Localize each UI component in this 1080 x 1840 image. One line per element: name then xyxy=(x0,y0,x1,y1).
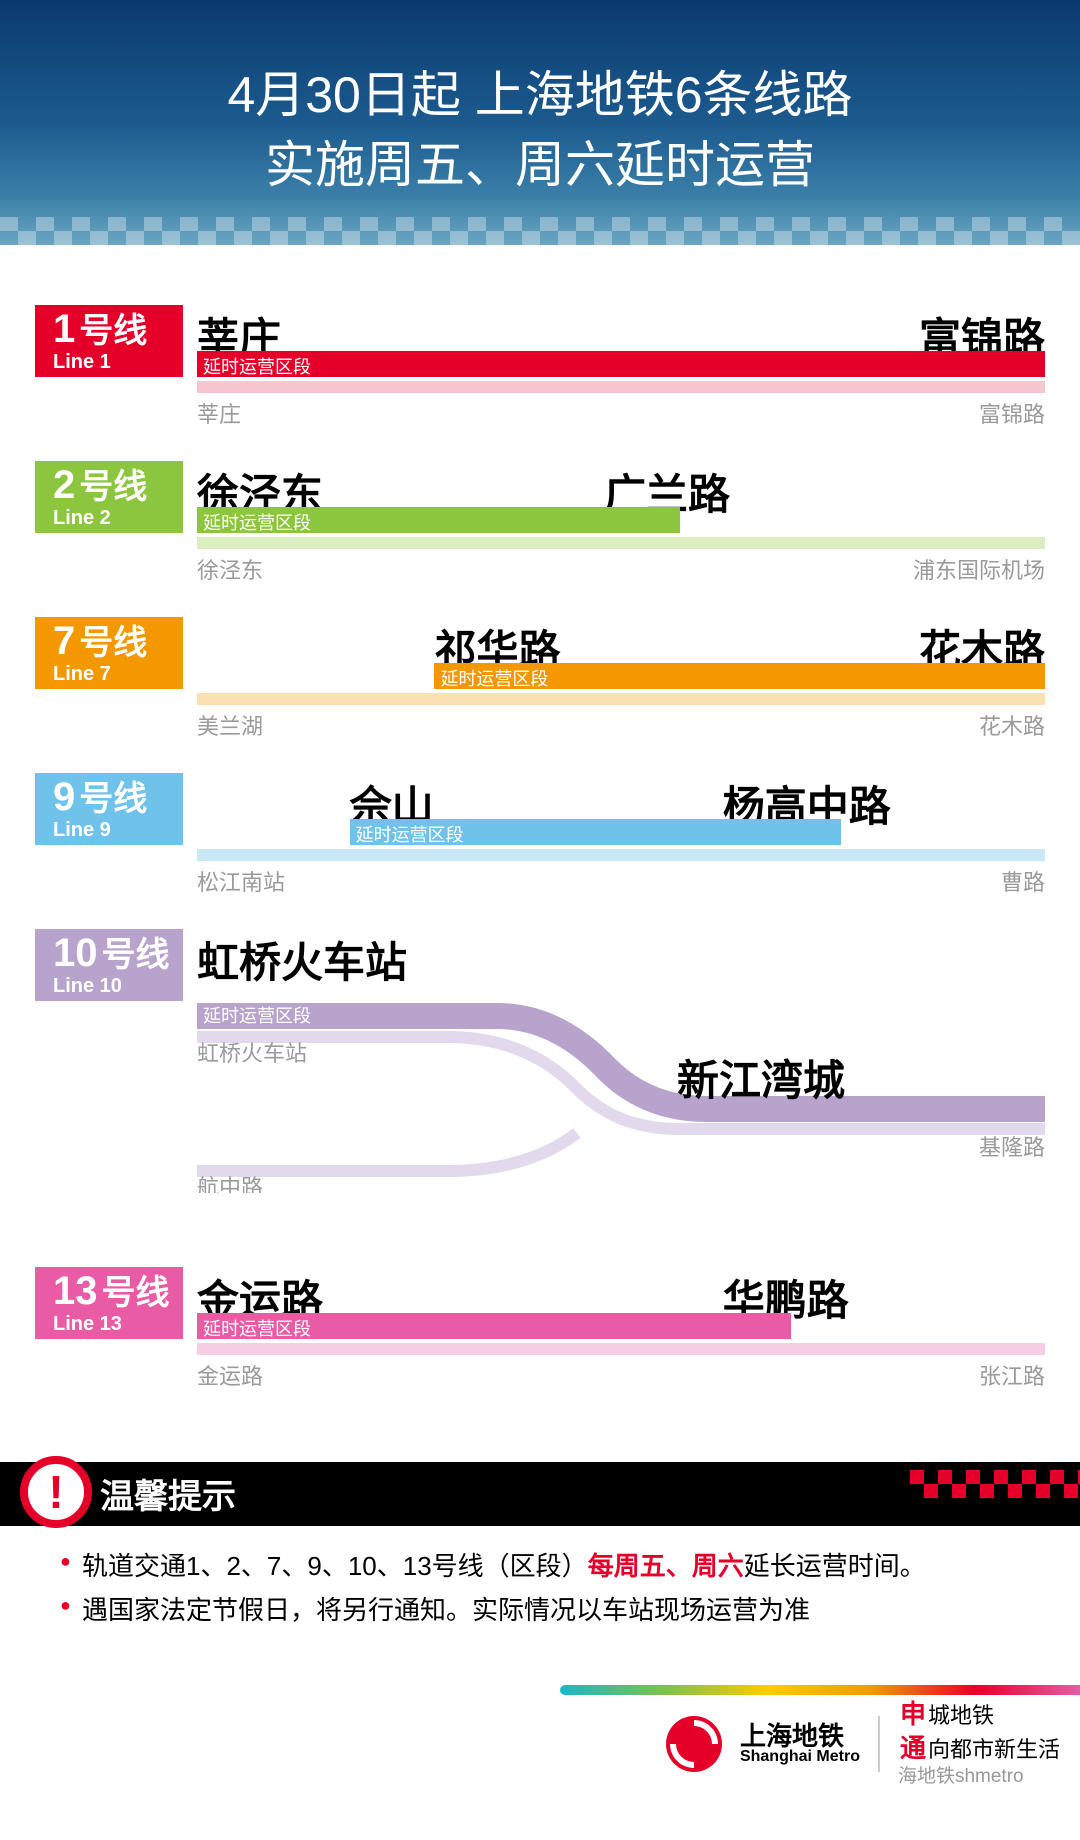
ext-label: 延时运营区段 xyxy=(440,665,548,691)
svg-text:延时运营区段: 延时运营区段 xyxy=(203,1006,311,1026)
line-7-full: 美兰湖 花木路 xyxy=(197,693,1045,711)
notice-item-2: 遇国家法定节假日，将另行通知。实际情况以车站现场运营为准 xyxy=(60,1588,1030,1632)
line-7-bar: 延时运营区段 xyxy=(197,663,1045,689)
svg-text:新江湾城: 新江湾城 xyxy=(677,1057,845,1104)
footer-divider xyxy=(878,1716,880,1772)
line-2-full: 徐泾东 浦东国际机场 xyxy=(197,537,1045,555)
header-banner: 4月30日起 上海地铁6条线路 实施周五、周六延时运营 xyxy=(0,0,1080,245)
notice-body: 轨道交通1、2、7、9、10、13号线（区段）每周五、周六延长运营时间。 遇国家… xyxy=(0,1526,1080,1650)
ext-label: 延时运营区段 xyxy=(203,353,311,379)
line-9-badge: 9号线 Line 9 xyxy=(35,773,183,845)
line-2-stations: 徐泾东 广兰路 xyxy=(197,461,1045,507)
footer-slogan: 申城地铁 通向都市新生活 海地铁shmetro xyxy=(898,1698,1060,1790)
line-9-bar: 延时运营区段 xyxy=(197,819,1045,845)
line-1-stations: 莘庄 富锦路 xyxy=(197,305,1045,351)
line-13-bar: 延时运营区段 xyxy=(197,1313,1045,1339)
line-2-bar: 延时运营区段 xyxy=(197,507,1045,533)
full-b: 花木路 xyxy=(979,709,1045,741)
line-9-block: 9号线 Line 9 佘山 杨高中路 延时运营区段 松江南站 曹路 xyxy=(35,773,1045,867)
line-7-badge: 7号线 Line 7 xyxy=(35,617,183,689)
ext-label: 延时运营区段 xyxy=(356,821,464,847)
line-1-block: 1号线 Line 1 莘庄 富锦路 延时运营区段 莘庄 富锦路 xyxy=(35,305,1045,399)
notice-item-1: 轨道交通1、2、7、9、10、13号线（区段）每周五、周六延长运营时间。 xyxy=(60,1544,1030,1588)
line-1-badge: 1号线 Line 1 xyxy=(35,305,183,377)
full-a: 松江南站 xyxy=(197,865,285,897)
checker-pattern xyxy=(0,217,1080,245)
notice-title: 温馨提示 xyxy=(100,1469,236,1518)
header-line2: 实施周五、周六延时运营 xyxy=(0,130,1080,200)
full-b: 曹路 xyxy=(1001,865,1045,897)
line-10-block: 10号线 Line 10 虹桥火车站 延时运营区段 虹桥火车站 新江湾城 基隆路… xyxy=(35,929,1045,1175)
full-a: 莘庄 xyxy=(197,397,241,429)
svg-text:航中路: 航中路 xyxy=(197,1175,263,1193)
line-10-diagram: 延时运营区段 虹桥火车站 新江湾城 基隆路 航中路 xyxy=(197,1003,1045,1193)
full-b: 张江路 xyxy=(979,1359,1045,1391)
line-7-stations: 祁华路 花木路 xyxy=(197,617,1045,663)
footer-stripe xyxy=(560,1685,1080,1695)
brand-text: 上海地铁 Shanghai Metro xyxy=(740,1723,860,1765)
alert-icon: ! xyxy=(20,1456,92,1528)
notice-section: ! 温馨提示 轨道交通1、2、7、9、10、13号线（区段）每周五、周六延长运营… xyxy=(0,1462,1080,1650)
svg-text:虹桥火车站: 虹桥火车站 xyxy=(197,1041,307,1066)
metro-logo-icon xyxy=(666,1716,722,1772)
line-1-bar: 延时运营区段 xyxy=(197,351,1045,377)
line-2-badge: 2号线 Line 2 xyxy=(35,461,183,533)
line-9-stations: 佘山 杨高中路 xyxy=(197,773,1045,819)
line-2-block: 2号线 Line 2 徐泾东 广兰路 延时运营区段 徐泾东 浦东国际机场 xyxy=(35,461,1045,555)
full-a: 美兰湖 xyxy=(197,709,263,741)
footer: 上海地铁 Shanghai Metro 申城地铁 通向都市新生活 海地铁shme… xyxy=(666,1698,1060,1790)
line-7-block: 7号线 Line 7 祁华路 花木路 延时运营区段 美兰湖 花木路 xyxy=(35,617,1045,711)
line-10-badge: 10号线 Line 10 xyxy=(35,929,183,1001)
full-a: 徐泾东 xyxy=(197,553,263,585)
svg-text:基隆路: 基隆路 xyxy=(979,1135,1045,1160)
full-b: 浦东国际机场 xyxy=(913,553,1045,585)
notice-header: ! 温馨提示 xyxy=(0,1462,1080,1526)
full-a: 金运路 xyxy=(197,1359,263,1391)
ext-label: 延时运营区段 xyxy=(203,1315,311,1341)
header-line1: 4月30日起 上海地铁6条线路 xyxy=(0,60,1080,130)
line-13-stations: 金运路 华鹏路 xyxy=(197,1267,1045,1313)
line-13-block: 13号线 Line 13 金运路 华鹏路 延时运营区段 金运路 张江路 xyxy=(35,1267,1045,1361)
lines-content: 1号线 Line 1 莘庄 富锦路 延时运营区段 莘庄 富锦路 2号线 Line… xyxy=(0,245,1080,1361)
full-b: 富锦路 xyxy=(979,397,1045,429)
line-13-full: 金运路 张江路 xyxy=(197,1343,1045,1361)
line-10-stations: 虹桥火车站 xyxy=(197,929,1045,975)
line-1-full: 莘庄 富锦路 xyxy=(197,381,1045,399)
line-9-full: 松江南站 曹路 xyxy=(197,849,1045,867)
ext-label: 延时运营区段 xyxy=(203,509,311,535)
line-13-badge: 13号线 Line 13 xyxy=(35,1267,183,1339)
station-a: 虹桥火车站 xyxy=(197,929,407,990)
